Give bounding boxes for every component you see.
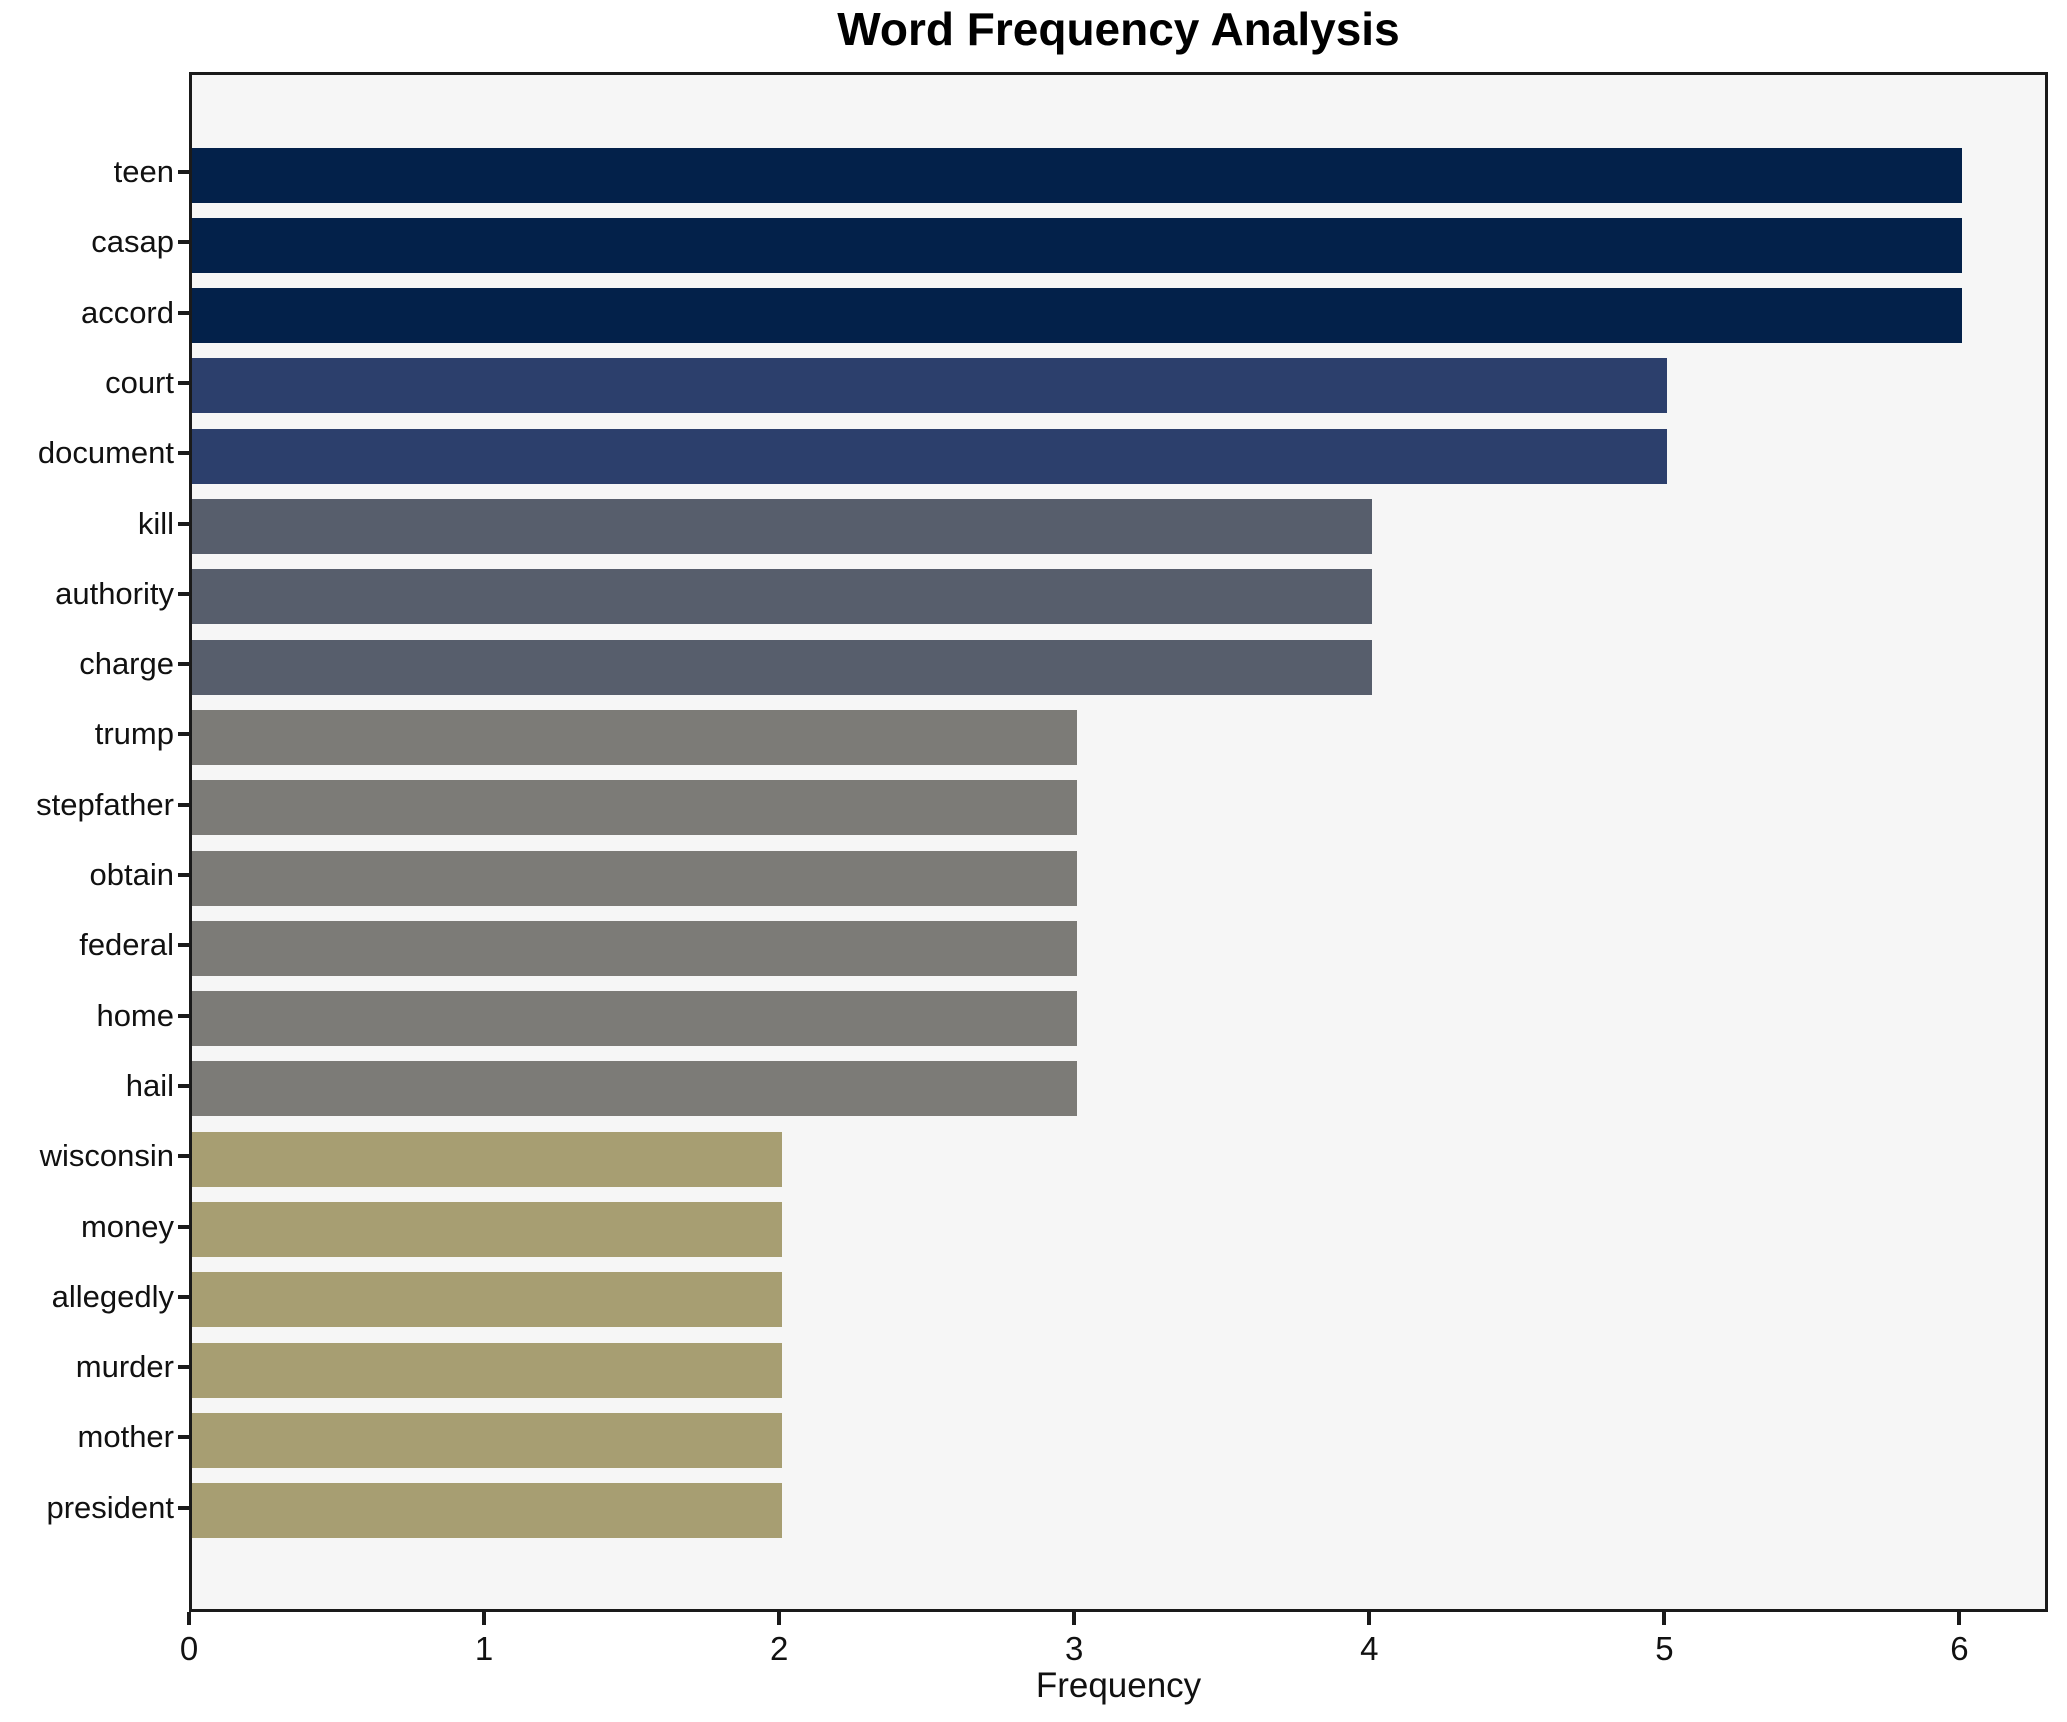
y-tick-label-accord: accord bbox=[80, 294, 174, 330]
plot-area bbox=[189, 72, 2048, 1612]
bar-trump bbox=[192, 709, 1078, 765]
y-tick-label-teen: teen bbox=[113, 154, 174, 189]
y-tick-mark bbox=[178, 873, 189, 877]
bar-accord bbox=[192, 288, 1963, 344]
x-tick-mark bbox=[1662, 1612, 1667, 1625]
x-tick-label-3: 3 bbox=[1065, 1630, 1084, 1667]
bar-mother bbox=[192, 1412, 783, 1468]
x-tick-label-6: 6 bbox=[1950, 1630, 1969, 1667]
x-tick-mark bbox=[777, 1612, 782, 1625]
x-tick-mark bbox=[482, 1612, 487, 1625]
bar-murder bbox=[192, 1342, 783, 1398]
y-tick-label-document: document bbox=[37, 435, 174, 471]
x-tick-label-0: 0 bbox=[179, 1630, 199, 1667]
bar-charge bbox=[192, 639, 1373, 695]
chart-title: Word Frequency Analysis bbox=[837, 3, 1400, 55]
y-tick-mark bbox=[178, 1294, 189, 1299]
bar-allegedly bbox=[192, 1272, 783, 1328]
y-tick-label-hail: hail bbox=[125, 1067, 174, 1103]
bar-hail bbox=[192, 1061, 1078, 1117]
bar-teen bbox=[192, 147, 1963, 203]
x-tick-label-1: 1 bbox=[474, 1630, 494, 1667]
bar-money bbox=[192, 1202, 783, 1257]
y-tick-mark bbox=[178, 1013, 189, 1018]
bar-kill bbox=[192, 499, 1373, 554]
y-tick-label-court: court bbox=[105, 364, 174, 400]
x-tick-mark bbox=[1957, 1612, 1962, 1625]
y-tick-label-authority: authority bbox=[55, 575, 174, 611]
x-tick-label-2: 2 bbox=[769, 1630, 789, 1667]
y-tick-label-stepfather: stepfather bbox=[36, 786, 174, 822]
bar-court bbox=[192, 358, 1668, 414]
bar-home bbox=[192, 991, 1078, 1047]
y-tick-label-kill: kill bbox=[137, 505, 174, 541]
y-tick-mark bbox=[178, 1154, 189, 1159]
y-tick-mark bbox=[178, 943, 189, 948]
x-tick-mark bbox=[1072, 1612, 1077, 1625]
y-tick-mark bbox=[178, 310, 189, 315]
y-tick-label-charge: charge bbox=[79, 646, 174, 682]
bar-obtain bbox=[192, 850, 1078, 906]
y-tick-mark bbox=[178, 1505, 189, 1510]
x-axis-title: Frequency bbox=[1035, 1666, 1202, 1705]
y-tick-label-federal: federal bbox=[79, 927, 174, 963]
y-tick-mark bbox=[178, 591, 189, 596]
y-tick-mark bbox=[178, 732, 189, 737]
y-tick-label-money: money bbox=[80, 1208, 174, 1244]
y-tick-mark bbox=[178, 802, 189, 807]
y-tick-mark bbox=[178, 170, 189, 174]
y-tick-mark bbox=[178, 240, 189, 245]
x-tick-label-4: 4 bbox=[1360, 1630, 1379, 1667]
y-tick-label-casap: casap bbox=[91, 224, 174, 260]
y-tick-label-obtain: obtain bbox=[89, 857, 174, 892]
bar-president bbox=[192, 1483, 783, 1539]
y-tick-label-mother: mother bbox=[77, 1419, 174, 1455]
x-tick-mark bbox=[1367, 1612, 1372, 1625]
bar-stepfather bbox=[192, 780, 1078, 836]
x-tick-label-5: 5 bbox=[1655, 1630, 1674, 1667]
bar-federal bbox=[192, 920, 1078, 976]
y-tick-mark bbox=[178, 1224, 189, 1229]
y-tick-label-trump: trump bbox=[94, 716, 174, 752]
y-tick-label-home: home bbox=[96, 997, 174, 1033]
bar-wisconsin bbox=[192, 1131, 783, 1187]
bar-document bbox=[192, 428, 1668, 484]
bar-authority bbox=[192, 569, 1373, 625]
bar-casap bbox=[192, 217, 1963, 273]
y-tick-mark bbox=[178, 451, 189, 456]
x-tick-mark bbox=[187, 1612, 191, 1625]
y-tick-mark bbox=[178, 1083, 189, 1088]
y-tick-mark bbox=[178, 1365, 189, 1370]
y-tick-label-murder: murder bbox=[75, 1349, 174, 1385]
y-tick-mark bbox=[178, 521, 189, 526]
y-tick-mark bbox=[178, 1435, 189, 1440]
y-tick-label-wisconsin: wisconsin bbox=[39, 1138, 174, 1174]
y-tick-mark bbox=[178, 662, 189, 667]
y-tick-label-allegedly: allegedly bbox=[51, 1278, 174, 1314]
y-tick-label-president: president bbox=[46, 1489, 174, 1525]
y-tick-mark bbox=[178, 380, 189, 385]
